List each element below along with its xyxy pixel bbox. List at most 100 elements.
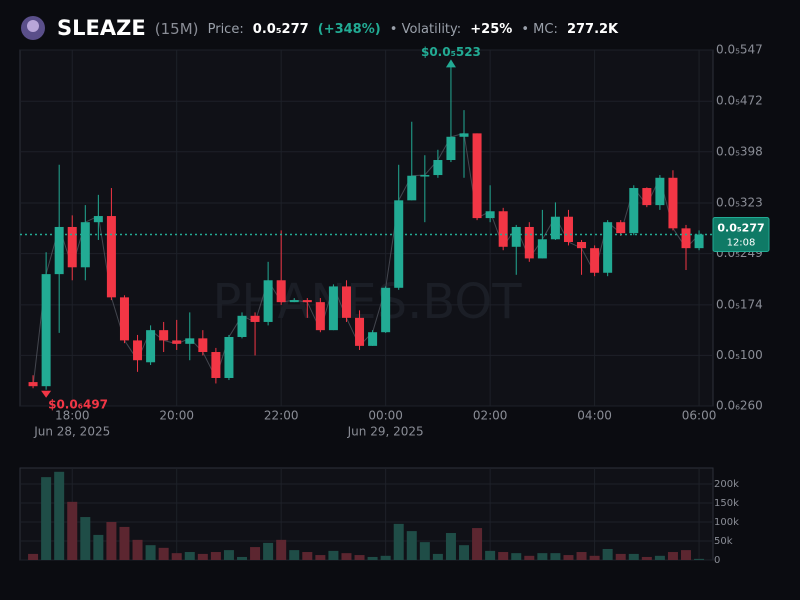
volume-tick-label: 50k — [714, 536, 733, 547]
volume-bar — [106, 521, 117, 560]
volume-bar — [197, 553, 208, 560]
close-line — [32, 132, 700, 387]
volume-bar — [119, 526, 130, 560]
volume-bar — [602, 548, 613, 560]
candle-body — [289, 300, 299, 303]
candle-body — [250, 315, 260, 322]
candle-body — [381, 287, 391, 333]
candle-body — [681, 228, 691, 249]
token-icon-face — [27, 20, 39, 32]
candle-body — [446, 136, 456, 161]
candle-body — [224, 336, 234, 378]
candle-body — [511, 226, 521, 247]
candle-body — [498, 211, 508, 247]
volume-bar — [289, 550, 300, 560]
candle-body — [590, 248, 600, 273]
candle-body — [106, 216, 116, 298]
volume-bar — [615, 553, 626, 560]
volume-bar — [237, 556, 248, 560]
x-tick-label: 00:00 — [368, 409, 403, 423]
candle-body — [198, 338, 208, 353]
volume-bar — [445, 533, 456, 560]
candle-body — [41, 274, 51, 387]
candle-body — [616, 222, 626, 234]
volume-bar — [132, 539, 143, 560]
candle-body — [642, 188, 652, 206]
candle-body — [328, 286, 338, 331]
last-price-badge — [712, 216, 770, 252]
volume-bar — [145, 545, 156, 560]
annotation-marker — [445, 59, 456, 68]
x-date-label: Jun 29, 2025 — [347, 425, 424, 439]
candle-body — [394, 200, 404, 288]
x-tick-label: 02:00 — [473, 409, 508, 423]
candle-body — [54, 226, 64, 275]
volume-bar — [681, 550, 692, 560]
volume-tick-label: 100k — [714, 517, 739, 528]
candle-body — [276, 280, 286, 303]
candle-body — [93, 216, 103, 223]
volume-bar — [511, 553, 522, 560]
candle-body — [302, 300, 312, 303]
volume-bar — [485, 550, 496, 560]
volume-bar — [341, 553, 352, 560]
candle-body — [668, 177, 678, 229]
candle-body — [211, 352, 221, 378]
volume-bar — [498, 552, 509, 560]
y-tick-label: 0.0₅323 — [716, 196, 763, 210]
candle-body — [355, 317, 365, 346]
volume-bar — [250, 547, 261, 560]
candle-body — [603, 222, 613, 273]
candle-body — [80, 222, 90, 268]
candle-body — [537, 239, 547, 259]
y-tick-label: 0.0₅174 — [716, 297, 763, 311]
volume-bar — [406, 531, 417, 560]
market-cap: 277.2K — [567, 22, 619, 37]
volume-bar — [472, 528, 483, 560]
volume-bar — [223, 550, 234, 560]
candle-body — [133, 340, 143, 361]
y-tick-label: 0.0₆260 — [716, 399, 763, 413]
volume-bar — [459, 545, 470, 560]
volume-bar — [576, 552, 587, 560]
volume-tick-label: 200k — [714, 479, 739, 490]
y-tick-label: 0.0₅547 — [716, 43, 763, 57]
volume-tick-label: 0 — [714, 555, 720, 566]
volume-bar — [158, 547, 169, 560]
volume-bar — [93, 534, 104, 560]
volume-bar — [537, 553, 548, 560]
volume-bar — [67, 501, 78, 560]
volume-bar — [315, 555, 326, 560]
price-label: Price: — [208, 22, 244, 37]
volume-bar — [184, 552, 195, 560]
candle-body — [67, 226, 77, 268]
y-tick-label: 0.0₅398 — [716, 144, 763, 158]
x-date-label: Jun 28, 2025 — [33, 425, 110, 439]
candle-body — [172, 340, 182, 344]
volume-bar — [563, 555, 574, 560]
x-tick-label: 06:00 — [682, 409, 717, 423]
volume-bar — [28, 553, 39, 560]
candle-body — [577, 242, 587, 249]
volume-tick-label: 150k — [714, 498, 739, 509]
annotation-label: $0.0₆497 — [48, 397, 108, 411]
volume-bar — [694, 558, 705, 560]
candle-body — [28, 382, 38, 387]
annotation-label: $0.0₅523 — [421, 45, 481, 59]
volume-bar — [80, 517, 91, 560]
volume-bar — [628, 553, 639, 560]
price: 0.0₅277 — [253, 22, 309, 37]
candle-body — [263, 280, 273, 322]
volume-bar — [667, 552, 678, 560]
candle-body — [368, 332, 378, 346]
volume-bar — [654, 555, 665, 560]
volume-bar — [54, 471, 65, 560]
candle-body — [341, 286, 351, 318]
volume-bar — [589, 555, 600, 560]
candle-body — [563, 216, 573, 243]
x-tick-label: 18:00 — [55, 409, 90, 423]
interval: (15M) — [155, 20, 199, 38]
y-tick-label: 0.0₅100 — [716, 348, 763, 362]
